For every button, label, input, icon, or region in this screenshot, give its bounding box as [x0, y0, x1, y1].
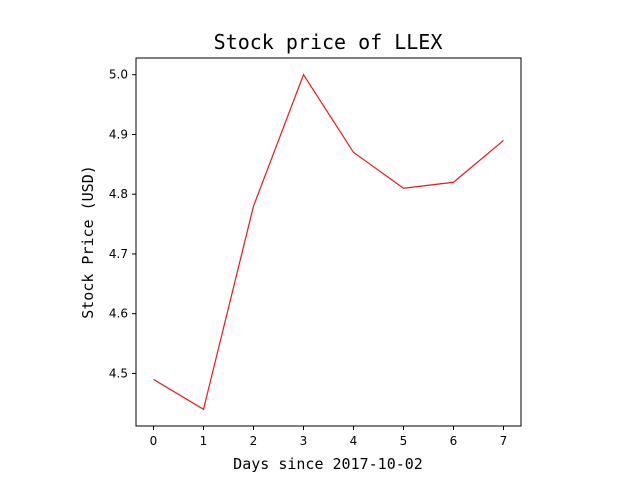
chart-title: Stock price of LLEX	[214, 30, 443, 54]
x-tick-label: 2	[250, 434, 258, 448]
x-axis-label: Days since 2017-10-02	[233, 455, 423, 473]
plot-frame	[135, 57, 522, 427]
x-tick-label: 1	[200, 434, 208, 448]
y-tick-label: 4.9	[109, 127, 128, 141]
y-tick-label: 4.5	[109, 366, 128, 380]
y-tick-label: 4.6	[109, 307, 128, 321]
x-tick-label: 3	[300, 434, 308, 448]
y-tick-label: 4.7	[109, 247, 128, 261]
y-tick-label: 5.0	[109, 68, 128, 82]
price-line-series	[153, 73, 504, 411]
x-tick-label: 0	[150, 434, 158, 448]
x-tick-label: 5	[400, 434, 408, 448]
x-tick-label: 6	[450, 434, 458, 448]
x-tick-label: 7	[500, 434, 508, 448]
y-tick-label: 4.8	[109, 187, 128, 201]
y-axis-ticks: 4.5 4.6 4.7 4.8 4.9 5.0	[109, 68, 136, 380]
plot-area	[136, 58, 521, 426]
x-axis-ticks: 0 1 2 3 4 5 6 7	[150, 426, 508, 448]
y-axis-label: Stock Price (USD)	[79, 165, 97, 319]
x-tick-label: 4	[350, 434, 358, 448]
